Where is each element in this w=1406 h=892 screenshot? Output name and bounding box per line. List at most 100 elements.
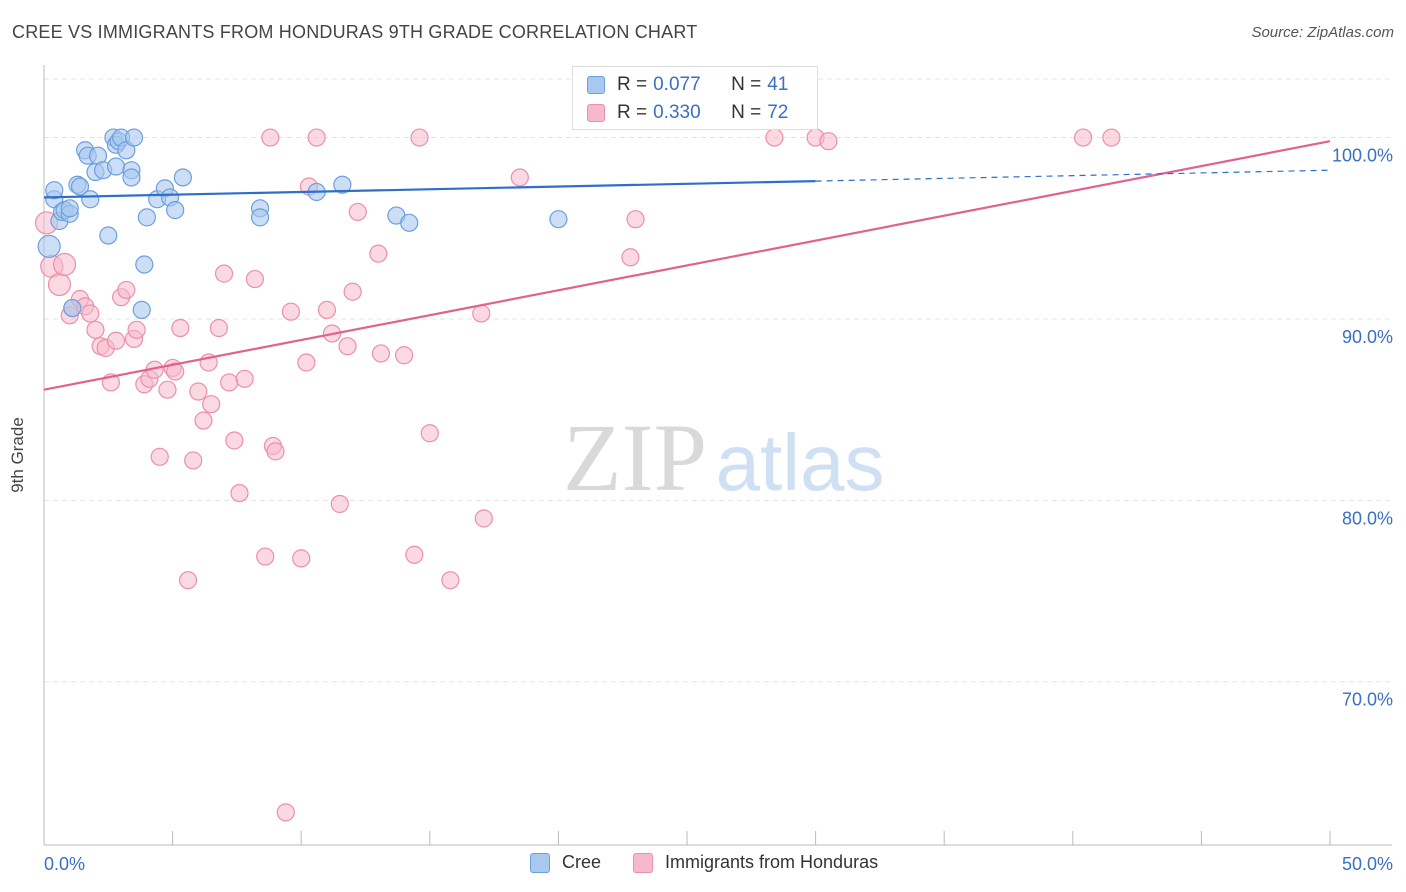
stats-legend: R = 0.077 N = 41 R = 0.330 N = 72 <box>572 66 818 130</box>
honduras-point <box>292 549 311 568</box>
honduras-point <box>194 411 213 430</box>
legend-row-cree: R = 0.077 N = 41 <box>587 73 788 97</box>
honduras-trend-line <box>43 140 1331 391</box>
cree-point <box>70 177 90 196</box>
honduras-point <box>348 202 367 222</box>
honduras-point <box>117 280 136 300</box>
source-label: Source: ZipAtlas.com <box>1251 24 1394 41</box>
honduras-n-value: 72 <box>767 102 789 123</box>
honduras-point <box>158 380 177 399</box>
honduras-point <box>266 442 285 461</box>
honduras-point <box>1102 128 1121 147</box>
honduras-point <box>209 318 228 338</box>
honduras-point <box>369 244 388 263</box>
honduras-point <box>230 483 249 503</box>
cree-point <box>60 199 79 218</box>
honduras-point <box>220 373 239 392</box>
axes <box>43 65 1392 846</box>
cree-point <box>173 168 192 187</box>
honduras-point <box>819 132 838 151</box>
watermark-atlas: atlas <box>716 418 885 507</box>
honduras-point <box>171 318 190 338</box>
cree-legend-label: Cree <box>562 852 602 872</box>
watermark-zip: ZIP <box>563 404 707 511</box>
x-tick-label: 0.0% <box>44 854 85 874</box>
honduras-point <box>189 382 208 401</box>
cree-trend-extension <box>815 169 1331 182</box>
honduras-point <box>1073 128 1093 147</box>
legend-item-cree[interactable]: Cree <box>530 852 601 873</box>
honduras-point <box>330 494 349 514</box>
honduras-point <box>394 346 414 365</box>
honduras-point <box>307 128 326 147</box>
honduras-legend-swatch <box>633 852 654 873</box>
tick-labels: 70.0% 80.0% 90.0% 100.0% 0.0% 50.0% <box>44 146 1393 874</box>
honduras-point <box>256 547 275 566</box>
honduras-point <box>245 269 265 289</box>
honduras-point <box>410 128 429 147</box>
legend-row-honduras: R = 0.330 N = 72 <box>587 101 788 125</box>
cree-point <box>106 157 126 176</box>
y-tick-label: 100.0% <box>1332 146 1393 166</box>
cree-point <box>122 168 141 187</box>
cree-point <box>333 175 352 194</box>
honduras-point <box>472 304 491 323</box>
honduras-point <box>127 320 146 339</box>
y-tick-label: 70.0% <box>1342 690 1393 710</box>
cree-point <box>549 210 568 229</box>
chart-title: CREE VS IMMIGRANTS FROM HONDURAS 9TH GRA… <box>12 22 698 42</box>
honduras-point <box>276 803 295 822</box>
trend-lines <box>43 140 1331 391</box>
cree-point <box>166 201 185 220</box>
honduras-point <box>52 252 77 277</box>
honduras-point <box>281 302 301 321</box>
honduras-point <box>150 447 169 466</box>
honduras-point <box>474 509 493 528</box>
cree-n-label: N = <box>731 74 762 95</box>
honduras-points <box>34 128 1121 822</box>
honduras-point <box>510 168 529 187</box>
cree-r-label: R = <box>617 74 648 95</box>
honduras-point <box>371 344 391 363</box>
honduras-point <box>343 282 362 301</box>
y-tick-label: 80.0% <box>1342 508 1393 528</box>
honduras-point <box>202 395 221 414</box>
honduras-point <box>420 424 439 443</box>
honduras-point <box>235 369 254 388</box>
cree-point <box>250 208 270 227</box>
cree-swatch <box>587 76 605 94</box>
x-tick-label: 50.0% <box>1342 854 1393 874</box>
honduras-point <box>338 337 357 356</box>
cree-trend-line <box>43 179 816 199</box>
honduras-point <box>297 353 316 372</box>
cree-n-value: 41 <box>767 74 789 95</box>
legend-item-honduras[interactable]: Immigrants from Honduras <box>633 852 878 873</box>
cree-point <box>45 181 64 200</box>
y-tick-label: 90.0% <box>1342 327 1393 347</box>
cree-point <box>135 255 154 274</box>
honduras-point <box>225 431 244 450</box>
cree-point <box>99 226 118 245</box>
honduras-point <box>626 210 645 229</box>
cree-point <box>37 234 61 258</box>
honduras-legend-label: Immigrants from Honduras <box>665 852 879 872</box>
honduras-point <box>214 264 234 283</box>
honduras-point <box>81 304 100 323</box>
watermark: ZIP atlas <box>563 404 884 511</box>
honduras-point <box>178 571 198 590</box>
honduras-point <box>441 571 460 590</box>
cree-point <box>132 300 151 319</box>
honduras-n-label: N = <box>731 102 762 123</box>
honduras-point <box>405 545 424 564</box>
cree-r-value: 0.077 <box>653 74 701 95</box>
honduras-point <box>184 451 203 470</box>
series-legend: Cree Immigrants from Honduras <box>530 852 910 873</box>
cree-point <box>400 213 419 232</box>
honduras-point <box>317 300 337 319</box>
cree-point <box>63 298 82 318</box>
cree-legend-swatch <box>530 852 550 873</box>
honduras-point <box>621 248 640 267</box>
honduras-point <box>765 128 784 147</box>
honduras-r-value: 0.330 <box>653 102 701 123</box>
